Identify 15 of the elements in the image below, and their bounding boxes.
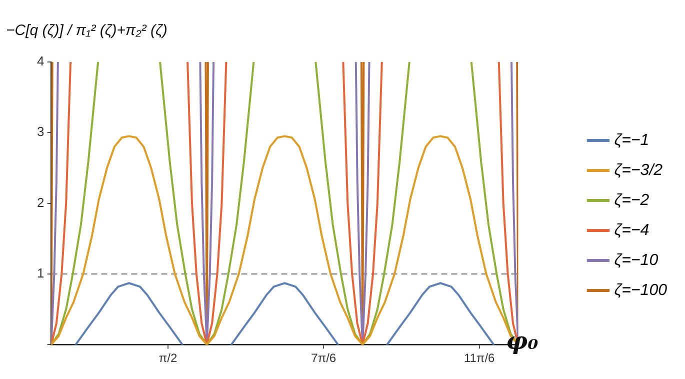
- legend-label: ζ=−3/2: [614, 162, 663, 179]
- y-axis-title: −C[q (ζ)] / π₁² (ζ)+π₂² (ζ): [6, 22, 168, 39]
- legend-label: ζ=−4: [614, 222, 650, 239]
- y-tick-label: 1: [36, 266, 44, 281]
- legend-label: ζ=−100: [614, 282, 668, 299]
- legend-label: ζ=−1: [614, 132, 650, 149]
- y-tick-label: 4: [36, 54, 44, 69]
- x-tick-label: 11π/6: [464, 351, 496, 366]
- legend-label: ζ=−2: [614, 192, 650, 209]
- y-tick-label: 3: [36, 124, 44, 140]
- x-tick-label: 7π/6: [311, 351, 336, 366]
- legend-label: ζ=−10: [614, 252, 658, 269]
- x-tick-label: π/2: [158, 351, 178, 366]
- x-axis-title: φ₀: [506, 326, 538, 355]
- y-tick-label: 2: [36, 194, 44, 210]
